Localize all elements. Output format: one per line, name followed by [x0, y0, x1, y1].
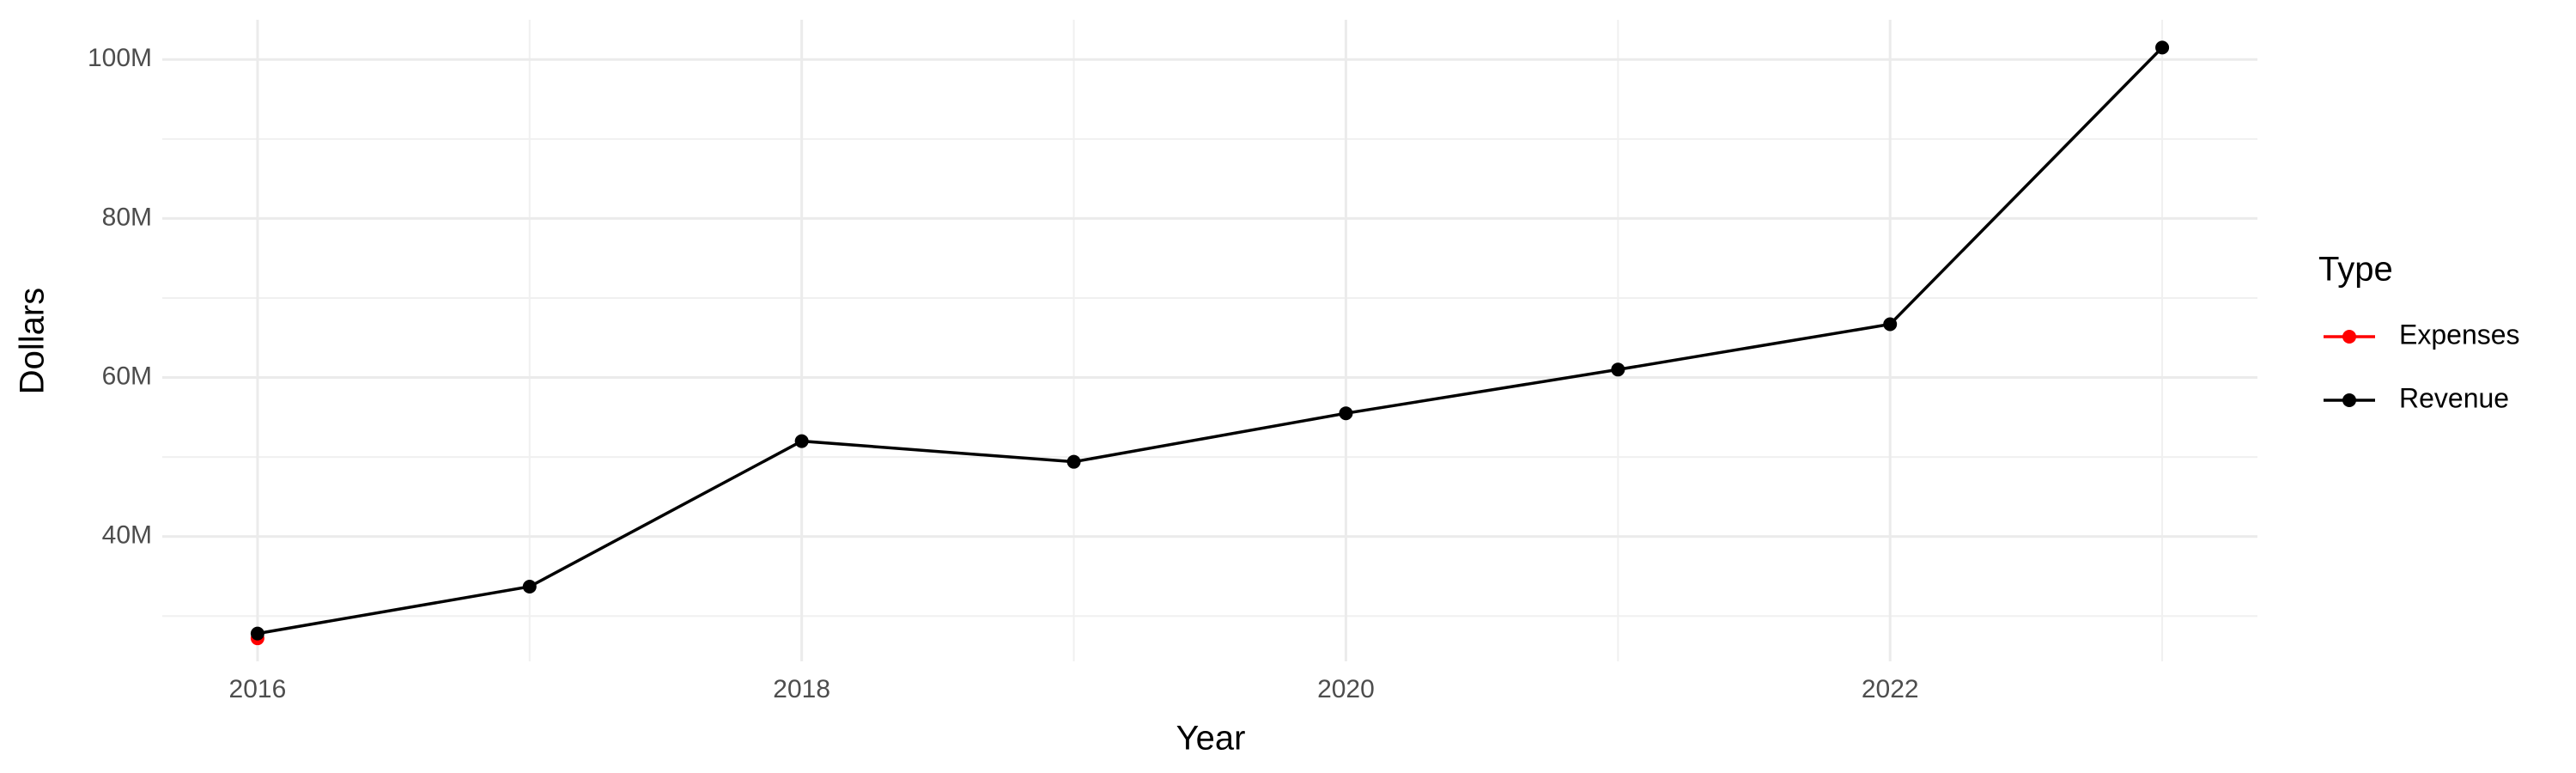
x-tick-label: 2016: [229, 675, 287, 703]
y-tick-label: 80M: [102, 203, 152, 231]
y-tick-label: 40M: [102, 521, 152, 550]
data-point: [1883, 317, 1898, 332]
x-tick-label: 2020: [1317, 675, 1375, 703]
legend-item: Revenue: [2324, 382, 2509, 413]
data-point: [1066, 454, 1081, 469]
series-line: [257, 46, 2164, 636]
x-axis-title: Year: [1176, 720, 1246, 758]
data-point: [794, 434, 809, 448]
legend-title: Type: [2318, 251, 2393, 289]
y-tick-label: 100M: [88, 44, 152, 72]
legend-key-point: [2342, 393, 2356, 407]
legend-key-point: [2342, 330, 2356, 344]
y-axis-title: Dollars: [14, 288, 52, 394]
legend-item: Expenses: [2324, 319, 2520, 350]
x-tick-label: 2022: [1862, 675, 1919, 703]
grid: [162, 20, 2257, 661]
legend-label: Revenue: [2399, 382, 2509, 413]
x-tick-label: 2018: [773, 675, 830, 703]
y-tick-label: 60M: [102, 362, 152, 390]
data-point: [522, 579, 537, 593]
data-point: [1611, 362, 1625, 377]
data-point: [1339, 406, 1353, 421]
data-point: [2155, 40, 2170, 55]
data-point: [250, 626, 264, 641]
legend-label: Expenses: [2399, 319, 2520, 350]
